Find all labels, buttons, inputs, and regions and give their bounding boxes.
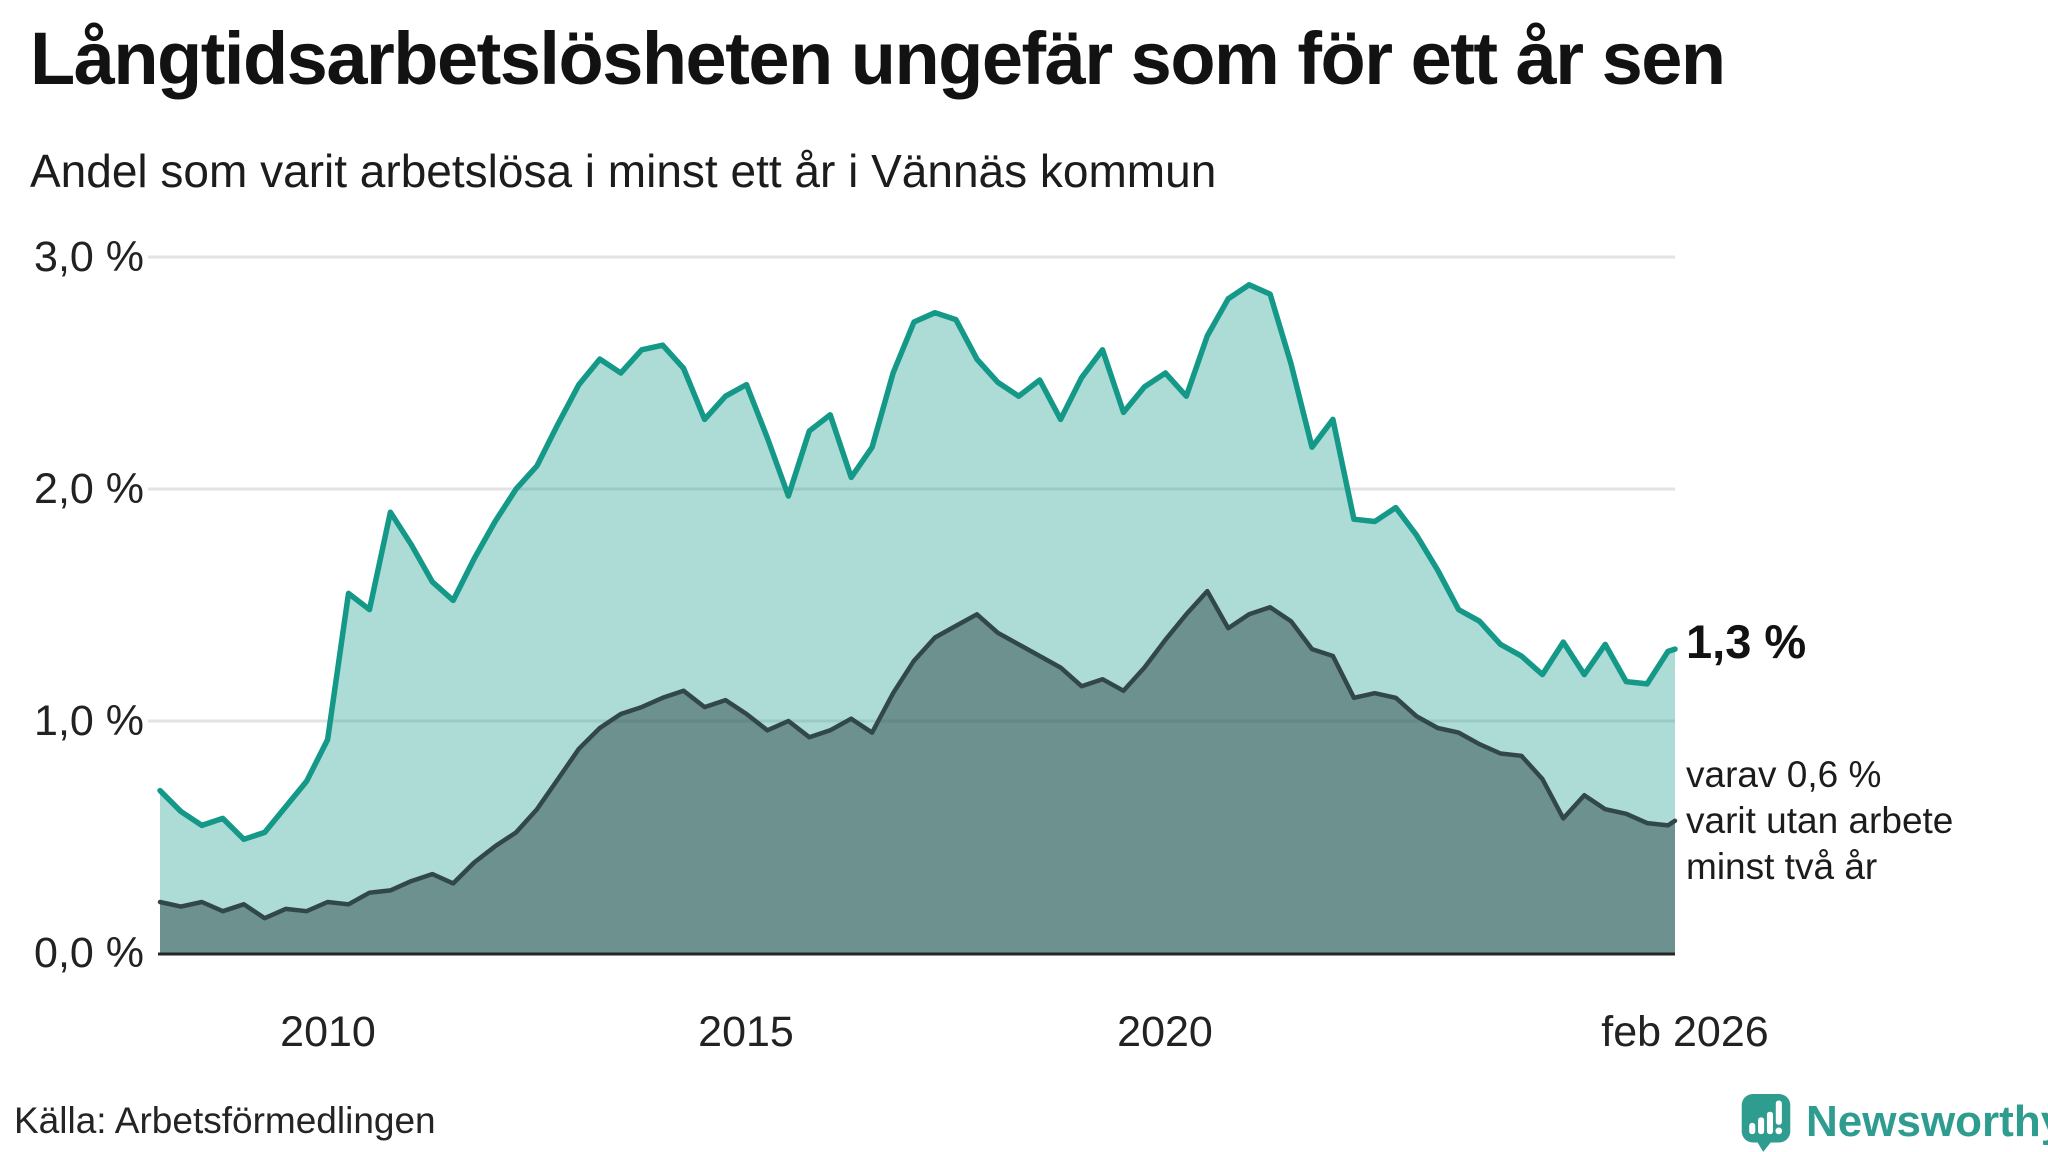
x-tick-label-feb-2026: feb 2026 — [1601, 1008, 1769, 1056]
secondary-series-annotation: varav 0,6 % varit utan arbete minst två … — [1686, 752, 1953, 890]
brand-name: Newsworthy — [1806, 1097, 2048, 1146]
area-fill-2yr — [160, 591, 1675, 953]
x-tick-label-2020: 2020 — [1117, 1008, 1213, 1056]
newsworthy-bubble-icon — [1741, 1094, 1791, 1152]
series-end-value-label: 1,3 % — [1686, 615, 1807, 668]
series-line-2yr — [157, 588, 1678, 921]
annotation-line-3: minst två år — [1686, 846, 1878, 887]
page-title: Långtidsarbetslösheten ungefär som för e… — [30, 17, 1726, 100]
annotation-line-2: varit utan arbete — [1686, 800, 1954, 841]
y-tick-label-0: 0,0 % — [34, 929, 144, 977]
y-tick-label-3: 3,0 % — [34, 233, 144, 281]
chart-subtitle: Andel som varit arbetslösa i minst ett å… — [30, 145, 1217, 197]
annotation-line-1: varav 0,6 % — [1686, 754, 1882, 795]
x-tick-label-2010: 2010 — [280, 1008, 376, 1056]
x-tick-label-2015: 2015 — [698, 1008, 794, 1056]
newsworthy-logo[interactable]: Newsworthy — [1738, 1092, 2048, 1152]
series-line-1yr — [157, 282, 1678, 843]
source-credit: Källa: Arbetsförmedlingen — [14, 1100, 436, 1141]
y-tick-label-2: 2,0 % — [34, 465, 144, 513]
y-tick-label-1: 1,0 % — [34, 697, 144, 745]
